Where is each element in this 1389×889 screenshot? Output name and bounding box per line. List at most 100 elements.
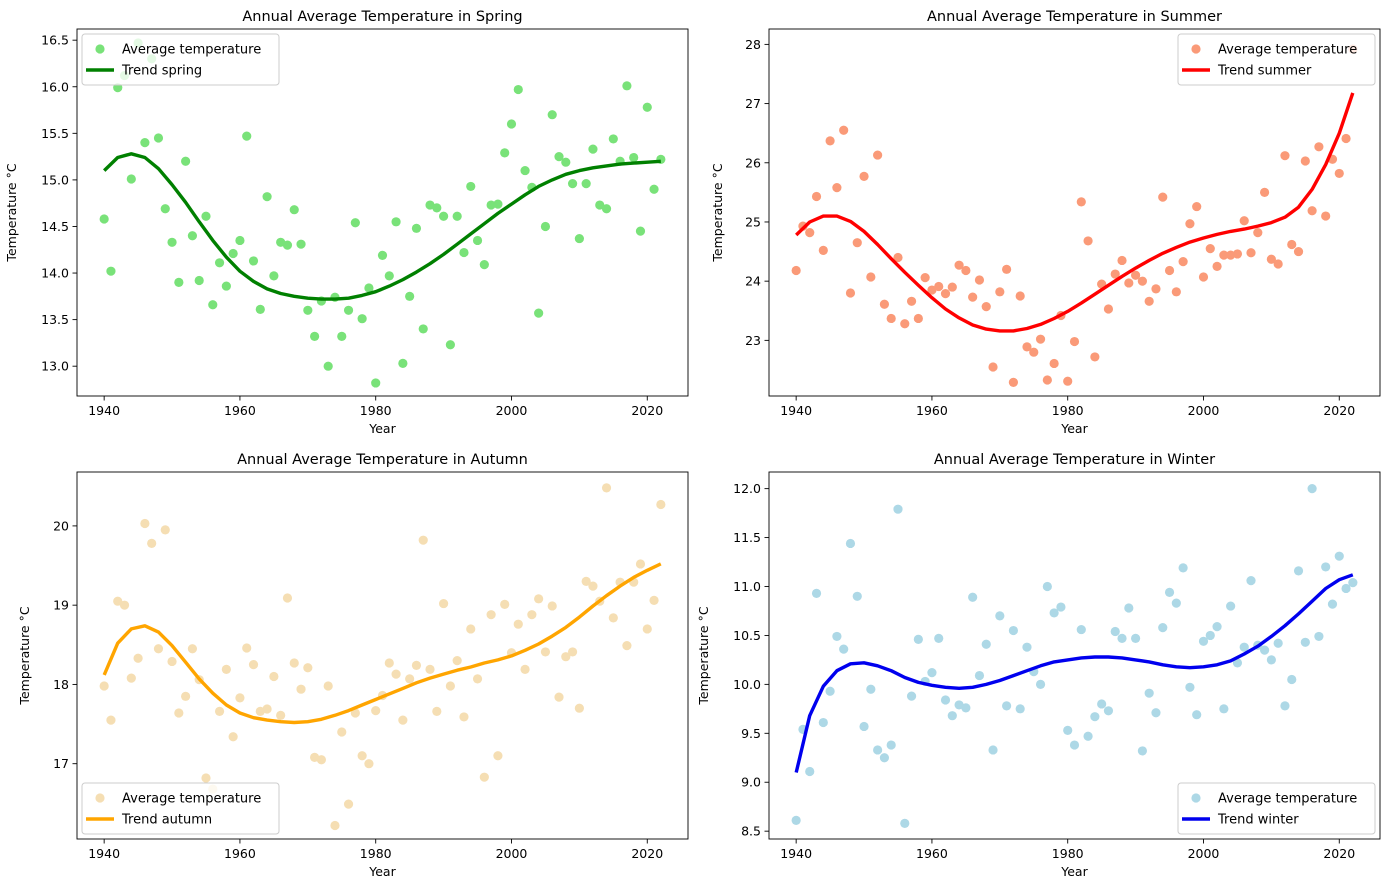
data-point: [99, 681, 109, 691]
data-point: [534, 308, 544, 318]
data-point: [534, 594, 544, 604]
data-point: [214, 258, 225, 268]
data-point: [316, 755, 326, 765]
data-point: [242, 643, 252, 653]
data-point: [350, 218, 360, 228]
legend-box: [1177, 33, 1376, 86]
data-point: [1192, 710, 1202, 720]
data-point: [493, 199, 503, 209]
data-point: [1178, 563, 1188, 573]
legend-label: Trend spring: [121, 64, 202, 79]
data-point: [391, 669, 401, 679]
data-point: [811, 191, 822, 202]
x-tick-label: 2020: [631, 846, 663, 861]
y-tick-label: 16.0: [41, 79, 69, 94]
data-point: [310, 331, 320, 341]
data-point: [995, 611, 1005, 621]
data-point: [866, 272, 876, 282]
data-point: [649, 595, 659, 606]
data-point: [242, 131, 252, 141]
data-point: [282, 240, 293, 250]
y-tick-label: 9.5: [741, 726, 761, 741]
y-tick-label: 11.5: [733, 530, 761, 545]
data-point: [1035, 334, 1046, 344]
data-point: [201, 773, 211, 783]
data-point: [493, 751, 503, 761]
data-point: [1171, 287, 1181, 297]
data-point: [303, 305, 313, 315]
data-point: [479, 772, 489, 782]
chart-autumn: 1940 1960 1980 2000 2020 17 18 19 20 Annual Avera…: [17, 452, 689, 879]
data-point: [1246, 576, 1256, 586]
x-axis-label: Year: [368, 421, 396, 436]
data-point: [595, 200, 605, 210]
data-point: [961, 703, 971, 713]
data-point: [805, 766, 815, 777]
data-point: [235, 235, 245, 246]
data-point: [567, 179, 578, 189]
y-tick-label: 15.5: [41, 126, 69, 141]
data-point: [811, 588, 822, 598]
data-point: [1035, 679, 1046, 689]
data-point: [1137, 746, 1147, 756]
data-point: [1158, 192, 1168, 202]
data-point: [113, 596, 123, 606]
data-point: [506, 119, 517, 129]
data-point: [99, 214, 109, 224]
data-point: [1246, 248, 1256, 258]
data-point: [947, 282, 957, 292]
y-tick-label: 13.0: [41, 359, 69, 374]
data-point: [405, 291, 415, 301]
y-tick-label: 9.0: [741, 775, 761, 790]
data-point: [1076, 624, 1086, 635]
x-tick-label: 2000: [496, 846, 528, 861]
data-point: [927, 668, 937, 678]
data-point: [1334, 551, 1344, 561]
data-point: [1049, 608, 1059, 618]
x-tick-label: 2000: [1188, 403, 1220, 418]
data-point: [1164, 587, 1175, 597]
data-point: [1253, 228, 1263, 238]
data-point: [133, 653, 143, 663]
data-point: [153, 644, 164, 654]
data-point: [906, 296, 917, 306]
data-point: [364, 283, 374, 293]
chart-title: Annual Average Temperature in Winter: [934, 452, 1215, 468]
data-point: [439, 598, 449, 609]
data-point: [954, 260, 964, 270]
y-tick-label: 26: [745, 155, 761, 170]
data-point: [845, 538, 856, 549]
data-point: [859, 171, 869, 181]
data-point: [1198, 272, 1209, 282]
data-point: [1076, 197, 1086, 207]
data-point: [1205, 630, 1215, 641]
data-point: [981, 639, 991, 649]
data-point: [1015, 291, 1025, 301]
data-point: [873, 745, 883, 755]
data-point: [343, 305, 354, 315]
trend-line: [102, 562, 662, 725]
data-point: [1008, 625, 1019, 636]
data-point: [1259, 645, 1270, 655]
plot-frame: [768, 28, 1381, 397]
data-point: [832, 631, 842, 642]
data-point: [601, 204, 612, 214]
data-point: [174, 708, 184, 718]
y-tick-label: 12.0: [733, 481, 761, 496]
data-point: [194, 275, 204, 286]
data-point: [1015, 704, 1025, 714]
data-point: [561, 157, 571, 167]
data-point: [167, 237, 177, 247]
data-point: [1131, 633, 1141, 643]
x-tick-label: 1980: [1052, 403, 1084, 418]
data-point: [269, 271, 279, 281]
data-point: [642, 102, 652, 112]
data-point: [255, 304, 265, 314]
data-point: [1083, 731, 1093, 741]
data-point: [1266, 254, 1276, 264]
data-point: [1314, 631, 1324, 642]
data-point: [852, 238, 862, 248]
data-point: [1124, 278, 1134, 288]
x-tick-label: 1980: [360, 846, 392, 861]
trend-line: [103, 152, 661, 301]
